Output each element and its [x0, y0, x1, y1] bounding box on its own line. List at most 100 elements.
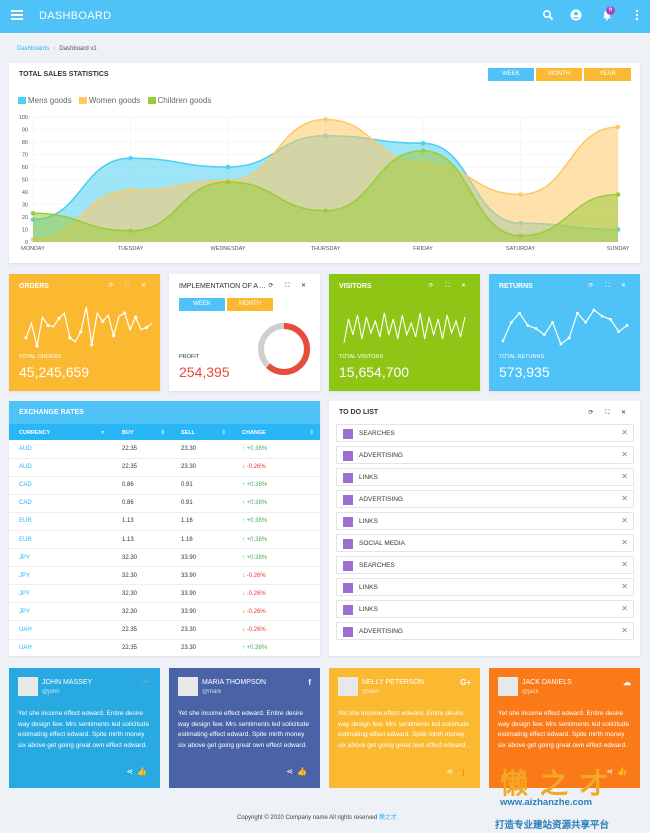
share-icon[interactable]: ⋖: [446, 767, 458, 776]
tab-month[interactable]: MONTH: [536, 68, 582, 81]
table-row[interactable]: JPY 32.30 33.90 ↓ -0.26%: [9, 602, 320, 622]
table-row[interactable]: EUR 1.13 1.16 ↑ +0.38%: [9, 530, 320, 550]
visitors-title: VISITORS: [339, 283, 372, 290]
cell-currency[interactable]: UAH: [9, 639, 112, 658]
impl-tab-month[interactable]: MONTH: [227, 298, 273, 311]
todo-checkbox[interactable]: [343, 627, 353, 637]
todo-item[interactable]: SEARCHES ✕: [336, 424, 634, 442]
close-icon[interactable]: ✕: [621, 450, 628, 459]
share-icon[interactable]: ⋖: [286, 767, 298, 776]
todo-item[interactable]: ADVERTISING ✕: [336, 446, 634, 464]
profile-name[interactable]: JOHN MASSEY: [42, 679, 93, 686]
breadcrumb-home[interactable]: Dashboards: [17, 46, 50, 52]
table-row[interactable]: EUR 1.13 1.16 ↑ +0.38%: [9, 512, 320, 531]
todo-checkbox[interactable]: [343, 517, 353, 527]
cell-currency[interactable]: JPY: [9, 584, 112, 604]
table-row[interactable]: JPY 32.30 33.90 ↓ -0.26%: [9, 584, 320, 604]
thumb-up-icon[interactable]: 👍: [297, 767, 311, 776]
legend-item-women[interactable]: Women goods: [78, 96, 140, 105]
close-icon[interactable]: ✕: [621, 560, 628, 569]
profile-name[interactable]: JACK DANIELS: [522, 679, 572, 686]
todo-checkbox[interactable]: [343, 451, 353, 461]
table-row[interactable]: AUD 22.35 23.30 ↓ -0.26%: [9, 458, 320, 477]
table-row[interactable]: UAH 22.35 23.30 ↑ +0.38%: [9, 639, 320, 658]
table-row[interactable]: CAD 0.86 0.91 ↑ +0.38%: [9, 476, 320, 495]
cell-currency[interactable]: EUR: [9, 530, 112, 550]
col-change[interactable]: CHANGE ⇕: [232, 425, 320, 440]
close-icon[interactable]: ✕: [621, 604, 628, 613]
cell-currency[interactable]: UAH: [9, 620, 112, 640]
todo-checkbox[interactable]: [343, 605, 353, 615]
cell-currency[interactable]: CAD: [9, 476, 112, 495]
share-icon[interactable]: ⋖: [126, 767, 138, 776]
more-vert-icon[interactable]: [630, 9, 644, 23]
search-icon[interactable]: [541, 9, 555, 23]
cell-currency[interactable]: JPY: [9, 548, 112, 568]
widget-controls[interactable]: ⟳ ⛶ ✕: [588, 410, 631, 416]
todo-checkbox[interactable]: [343, 429, 353, 439]
close-icon[interactable]: ✕: [621, 582, 628, 591]
cell-currency[interactable]: AUD: [9, 440, 112, 459]
impl-tab-week[interactable]: WEEK: [179, 298, 225, 311]
account-icon[interactable]: [569, 9, 583, 23]
table-row[interactable]: AUD 22.35 23.30 ↑ +0.38%: [9, 440, 320, 459]
close-icon[interactable]: ✕: [621, 472, 628, 481]
share-icon[interactable]: ⋖: [606, 767, 618, 776]
todo-item[interactable]: LINKS ✕: [336, 600, 634, 618]
todo-item[interactable]: ADVERTISING ✕: [336, 622, 634, 640]
thumb-up-icon[interactable]: 👍: [457, 767, 471, 776]
cell-currency[interactable]: EUR: [9, 512, 112, 531]
close-icon[interactable]: ✕: [621, 626, 628, 635]
cell-currency[interactable]: JPY: [9, 602, 112, 622]
notifications-icon[interactable]: 6: [600, 6, 615, 23]
thumb-up-icon[interactable]: 👍: [137, 767, 151, 776]
col-sell[interactable]: SELL ⇕: [171, 425, 232, 440]
tab-week[interactable]: WEEK: [488, 68, 534, 81]
cell-buy: 0.86: [112, 494, 171, 513]
todo-item[interactable]: SOCIAL MEDIA ✕: [336, 534, 634, 552]
close-icon[interactable]: ✕: [621, 516, 628, 525]
widget-controls[interactable]: ⟳ ⛶ ✕: [588, 283, 631, 289]
todo-checkbox[interactable]: [343, 583, 353, 593]
tab-year[interactable]: YEAR: [584, 68, 631, 81]
arrow-up-icon: ↑: [242, 536, 245, 543]
todo-item-label: LINKS: [359, 474, 378, 481]
cell-currency[interactable]: JPY: [9, 566, 112, 586]
todo-checkbox[interactable]: [343, 561, 353, 571]
arrow-up-icon: ↑: [242, 518, 245, 525]
todo-checkbox[interactable]: [343, 495, 353, 505]
todo-checkbox[interactable]: [343, 473, 353, 483]
footer-link[interactable]: 懒之才.: [378, 815, 399, 821]
table-row[interactable]: JPY 32.30 33.90 ↑ +0.38%: [9, 548, 320, 568]
todo-checkbox[interactable]: [343, 539, 353, 549]
legend-item-children[interactable]: Children goods: [147, 96, 211, 105]
close-icon[interactable]: ✕: [621, 538, 628, 547]
thumb-up-icon[interactable]: 👍: [617, 767, 631, 776]
table-row[interactable]: UAH 22.35 23.30 ↓ -0.26%: [9, 620, 320, 640]
profile-name[interactable]: MARIA THOMPSON: [202, 679, 267, 686]
widget-controls[interactable]: ⟳ ⛶ ✕: [428, 283, 471, 289]
todo-item[interactable]: LINKS ✕: [336, 512, 634, 530]
cell-currency[interactable]: AUD: [9, 458, 112, 477]
col-buy[interactable]: BUY ⇕: [112, 425, 171, 440]
soundcloud-icon[interactable]: ☁: [623, 678, 631, 687]
todo-item[interactable]: ADVERTISING ✕: [336, 490, 634, 508]
legend-item-mens[interactable]: Mens goods: [18, 96, 72, 105]
profile-name[interactable]: NELLY PETERSON: [362, 679, 424, 686]
close-icon[interactable]: ✕: [621, 494, 628, 503]
table-row[interactable]: CAD 0.86 0.91 ↑ +0.38%: [9, 494, 320, 513]
todo-item[interactable]: LINKS ✕: [336, 578, 634, 596]
google-plus-icon[interactable]: G+: [460, 678, 471, 687]
col-currency[interactable]: CURRENCY ▾: [9, 425, 112, 440]
close-icon[interactable]: ✕: [621, 428, 628, 437]
widget-controls[interactable]: ⟳ ⛶ ✕: [108, 283, 151, 289]
menu-icon[interactable]: [11, 10, 23, 20]
twitter-icon[interactable]: 🐦: [141, 678, 151, 687]
todo-item[interactable]: LINKS ✕: [336, 468, 634, 486]
cell-currency[interactable]: CAD: [9, 494, 112, 513]
facebook-icon[interactable]: f: [308, 678, 311, 687]
widget-controls[interactable]: ⟳ ⛶ ✕: [268, 283, 311, 289]
series-point: [518, 192, 523, 197]
todo-item[interactable]: SEARCHES ✕: [336, 556, 634, 574]
table-row[interactable]: JPY 32.30 33.90 ↓ -0.26%: [9, 566, 320, 586]
